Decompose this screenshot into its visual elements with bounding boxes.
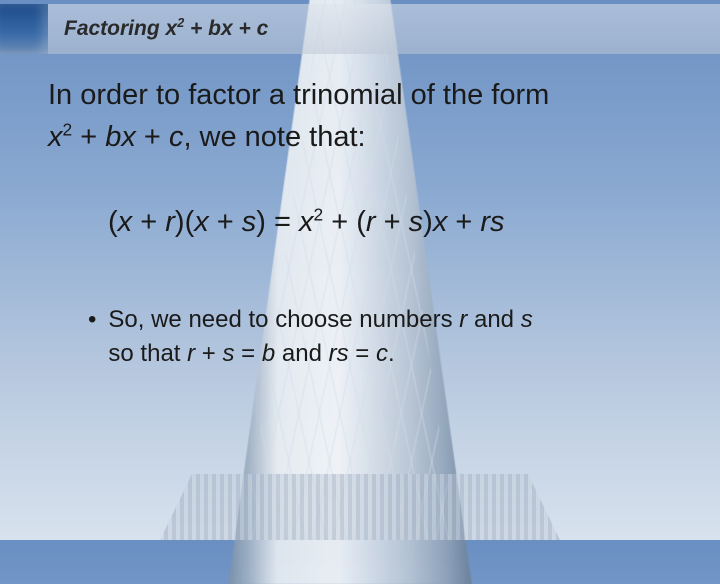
eq-p3: )( [175,206,194,238]
bullet-dot: • [88,303,96,370]
title-x: x [166,17,178,40]
eq-p6: + ( [323,206,366,238]
slide-body: In order to factor a trinomial of the fo… [48,74,680,370]
title-text-prefix: Factoring [64,17,166,40]
eq-r2: r [366,206,376,238]
intro-line1: In order to factor a trinomial of the fo… [48,79,549,111]
eq-s1: s [242,206,257,238]
eq-p8: ) [423,206,433,238]
eq-x2: x [194,206,209,238]
eq-p1: ( [108,206,118,238]
eq-x1: x [118,206,133,238]
eq-p7: + [376,206,409,238]
title-rest: + bx + c [184,17,268,40]
eq-x4: x [433,206,448,238]
slide-header: Factoring x2 + bx + c [0,4,720,54]
bullet-note: • So, we need to choose numbers r and s … [88,303,680,370]
eq-r1: r [165,206,175,238]
b-t8: . [388,340,395,367]
eq-p2: + [132,206,165,238]
b-s2: s [222,340,234,367]
b-s: s [521,306,533,333]
intro-c: c [169,121,184,153]
b-t2: and [467,306,520,333]
intro-x: x [48,121,63,153]
intro-text: In order to factor a trinomial of the fo… [48,74,680,158]
b-t5: = [234,340,261,367]
bullet-text: So, we need to choose numbers r and s so… [108,303,532,370]
intro-sup: 2 [63,119,73,139]
eq-x3: x [299,206,314,238]
b-t3: so that [108,340,187,367]
expansion-equation: (x + r)(x + s) = x2 + (r + s)x + rs [108,206,680,239]
b-r2: r [187,340,195,367]
b-t1: So, we need to choose numbers [108,306,459,333]
intro-mid: + [72,121,105,153]
eq-p5: ) = [256,206,299,238]
intro-bx: bx [105,121,136,153]
b-t6: and [275,340,328,367]
slide-thumbnail-icon [0,4,48,54]
intro-end: , we note that: [183,121,365,153]
intro-plus: + [136,121,169,153]
eq-p9: + [447,206,480,238]
b-t7: = [349,340,376,367]
b-b: b [262,340,275,367]
eq-sup: 2 [314,204,324,224]
b-c: c [376,340,388,367]
b-t4: + [195,340,222,367]
slide-title: Factoring x2 + bx + c [64,17,268,41]
eq-s2: s [409,206,424,238]
eq-rs: rs [480,206,504,238]
eq-p4: + [209,206,242,238]
b-rs: rs [329,340,349,367]
